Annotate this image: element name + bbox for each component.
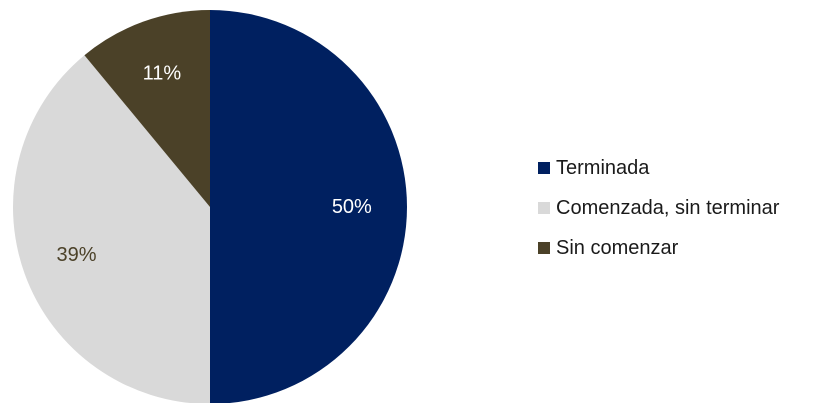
legend-item-terminada: Terminada bbox=[538, 148, 779, 188]
legend-item-sin-comenzar: Sin comenzar bbox=[538, 228, 779, 268]
legend: Terminada Comenzada, sin terminar Sin co… bbox=[538, 148, 779, 268]
pie-chart: 50% 39% 11% bbox=[13, 10, 407, 403]
pie-slice-comenzada-sin-terminar bbox=[13, 55, 210, 403]
legend-label: Terminada bbox=[556, 156, 650, 179]
legend-label: Comenzada, sin terminar bbox=[556, 196, 780, 219]
pie-slice-terminada bbox=[210, 10, 407, 403]
legend-swatch bbox=[538, 242, 550, 254]
data-label: 11% bbox=[143, 63, 182, 85]
legend-label: Sin comenzar bbox=[556, 236, 679, 259]
data-label: 50% bbox=[332, 196, 372, 218]
legend-swatch bbox=[538, 202, 550, 214]
pie-slice-sin-comenzar bbox=[84, 10, 210, 207]
legend-item-comenzada: Comenzada, sin terminar bbox=[538, 188, 779, 228]
legend-swatch bbox=[538, 162, 550, 174]
data-label: 39% bbox=[57, 244, 97, 266]
